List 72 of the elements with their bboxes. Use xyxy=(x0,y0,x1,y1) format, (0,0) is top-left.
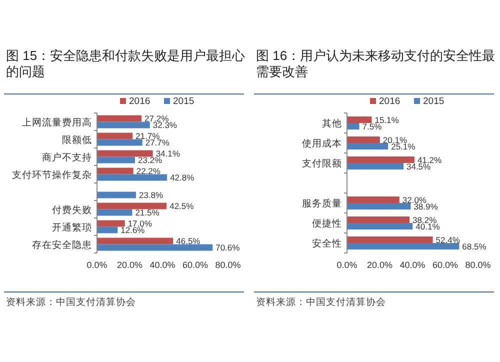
y-tick-label: 其他 xyxy=(322,118,342,130)
bar xyxy=(97,226,118,234)
y-tick-label: 服务质量 xyxy=(302,198,342,210)
data-label: 23.8% xyxy=(138,190,164,200)
data-label: 52.4% xyxy=(436,234,460,245)
bar xyxy=(97,115,142,122)
y-tick-label: 付费失败 xyxy=(52,204,92,216)
bar xyxy=(347,216,410,223)
bar xyxy=(347,116,372,123)
x-tick-label: 60.0% xyxy=(432,260,458,270)
chart-title: 图 16：用户认为未来移动支付的安全性最需要改善 xyxy=(256,48,496,79)
bar xyxy=(97,238,174,244)
data-label: 38.2% xyxy=(412,214,438,225)
x-tick-label: 0.0% xyxy=(336,260,358,270)
data-label: 42.8% xyxy=(170,172,195,182)
x-tick-label: 80.0% xyxy=(215,260,241,270)
bar xyxy=(97,244,213,251)
bar xyxy=(347,136,380,143)
bar xyxy=(347,123,360,130)
legend-label: 2016 xyxy=(129,96,150,107)
bar xyxy=(347,203,411,210)
x-tick-label: 20.0% xyxy=(366,260,393,270)
y-tick-label: 使用成本 xyxy=(302,138,342,150)
data-label: 15.1% xyxy=(374,114,400,125)
x-tick-label: 40.0% xyxy=(400,260,426,270)
bar xyxy=(97,174,168,181)
bar xyxy=(97,150,153,157)
y-tick-label: 便捷性 xyxy=(312,218,342,230)
data-label: 20.1% xyxy=(382,134,408,145)
x-tick-label: 0.0% xyxy=(86,260,108,270)
text: 资料来源：中国支付清算协会 xyxy=(256,296,386,308)
legend-label: 2015 xyxy=(423,96,444,107)
bar xyxy=(97,168,134,174)
bar xyxy=(347,196,400,203)
bar xyxy=(97,132,133,140)
data-label: 42.5% xyxy=(170,201,194,211)
legend-label: 2015 xyxy=(173,96,194,107)
bar xyxy=(97,202,167,210)
y-tick-label: 安全性 xyxy=(312,238,342,250)
y-tick-label: 开通繁琐 xyxy=(52,221,92,234)
bar xyxy=(347,236,433,243)
y-tick-label: 存在安全隐患 xyxy=(32,238,92,251)
y-tick-label: 限额低 xyxy=(62,134,92,146)
bar xyxy=(347,143,388,150)
bar xyxy=(97,139,142,146)
legend-label: 2016 xyxy=(379,96,400,107)
y-tick-label: 商户不支持 xyxy=(42,151,92,164)
bar xyxy=(347,223,413,230)
data-label: 70.6% xyxy=(216,242,240,252)
data-label: 32.0% xyxy=(402,194,427,205)
y-tick-label: 上网流量费用高 xyxy=(22,116,92,128)
bar xyxy=(97,220,125,227)
data-label: 46.5% xyxy=(176,236,201,246)
x-tick-label: 20.0% xyxy=(116,260,143,270)
bar xyxy=(347,163,404,170)
bar xyxy=(347,243,460,250)
x-tick-label: 40.0% xyxy=(150,260,176,270)
text: 资料来源：中国支付清算协会 xyxy=(6,296,136,308)
data-label: 22.2% xyxy=(136,166,161,176)
x-tick-label: 80.0% xyxy=(465,260,491,270)
y-tick-label: 支付环节操作复杂 xyxy=(12,168,92,181)
x-tick-label: 60.0% xyxy=(182,260,208,270)
y-tick-label: 支付限额 xyxy=(302,158,342,170)
data-label: 21.5% xyxy=(135,208,160,218)
data-label: 41.2% xyxy=(417,154,442,165)
bar xyxy=(97,122,150,128)
bar xyxy=(97,156,135,164)
data-label: 68.5% xyxy=(462,241,487,252)
chart-title: 图 15：安全隐患和付款失败是用户最担心的问题 xyxy=(6,48,246,79)
bar xyxy=(97,192,136,198)
bar xyxy=(347,156,414,163)
bar xyxy=(97,209,132,216)
